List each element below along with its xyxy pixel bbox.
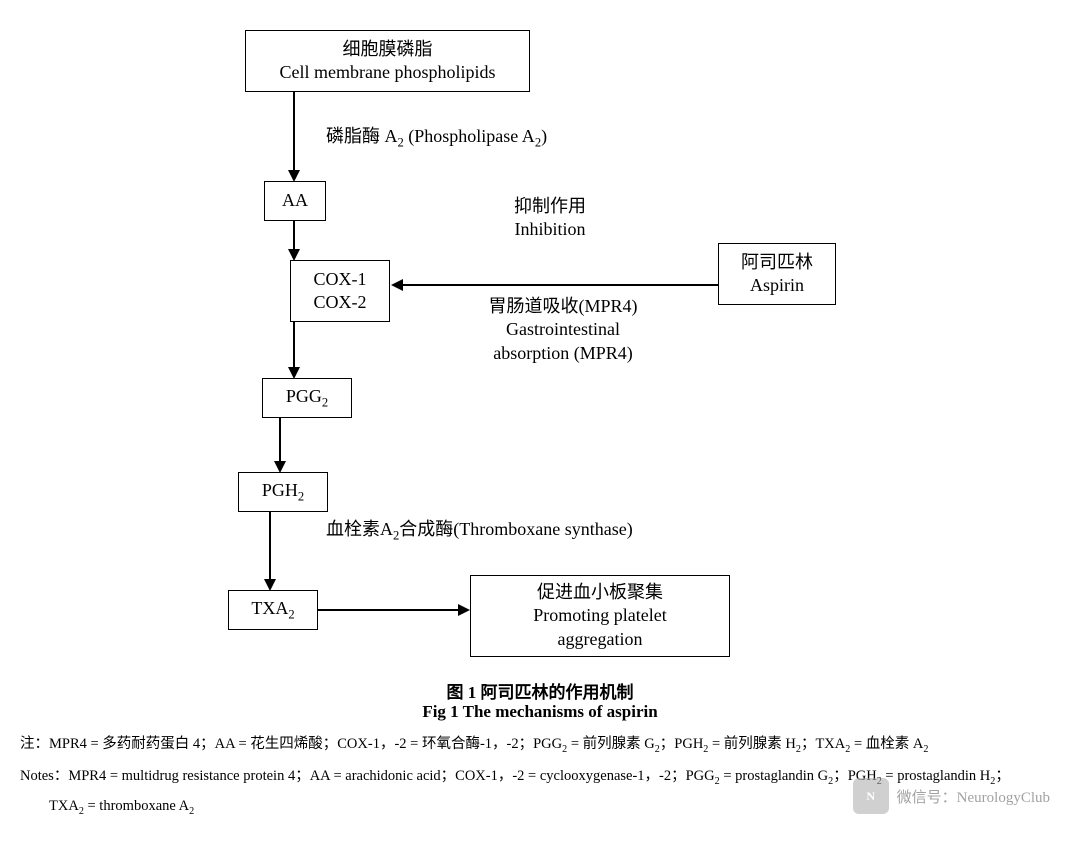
- arrow: [318, 609, 458, 611]
- wechat-icon: N: [853, 778, 889, 814]
- node-text: PGH2: [262, 479, 304, 505]
- node-aa: AA: [264, 181, 326, 221]
- node-pgh2: PGH2: [238, 472, 328, 512]
- watermark: N 微信号：NeurologyClub: [853, 778, 1050, 814]
- node-text: TXA2: [251, 597, 294, 623]
- node-text: COX-2: [314, 291, 367, 314]
- node-text: Cell membrane phospholipids: [280, 61, 496, 84]
- node-text: 促进血小板聚集: [537, 581, 663, 604]
- edge-label-absorption: 胃肠道吸收(MPR4) Gastrointestinal absorption …: [413, 295, 713, 365]
- edge-label-phospholipase: 磷脂酶 A2 (Phospholipase A2): [326, 125, 547, 151]
- arrow-head: [391, 279, 403, 291]
- node-aspirin: 阿司匹林 Aspirin: [718, 243, 836, 305]
- node-text: 细胞膜磷脂: [343, 38, 433, 61]
- arrow: [293, 221, 295, 251]
- arrow-head: [264, 579, 276, 591]
- node-text: Aspirin: [750, 274, 804, 297]
- watermark-text: 微信号：NeurologyClub: [897, 786, 1050, 807]
- arrow-head: [288, 367, 300, 379]
- node-cox: COX-1 COX-2: [290, 260, 390, 322]
- node-text: Promoting platelet: [533, 604, 666, 627]
- node-pgg2: PGG2: [262, 378, 352, 418]
- arrow-head: [288, 249, 300, 261]
- node-text: aggregation: [558, 628, 643, 651]
- arrow-head: [458, 604, 470, 616]
- node-text: PGG2: [286, 385, 328, 411]
- edge-label-inhibition: 抑制作用 Inhibition: [460, 195, 640, 242]
- node-txa2: TXA2: [228, 590, 318, 630]
- arrow-head: [288, 170, 300, 182]
- node-text: 阿司匹林: [741, 251, 813, 274]
- arrow: [269, 512, 271, 581]
- arrow: [402, 284, 718, 286]
- arrow: [293, 92, 295, 172]
- node-platelet: 促进血小板聚集 Promoting platelet aggregation: [470, 575, 730, 657]
- node-phospholipids: 细胞膜磷脂 Cell membrane phospholipids: [245, 30, 530, 92]
- arrow: [279, 418, 281, 463]
- figure-caption-zh: 图 1 阿司匹林的作用机制: [0, 678, 1080, 703]
- notes-zh: 注：MPR4 = 多药耐药蛋白 4；AA = 花生四烯酸；COX-1，-2 = …: [20, 730, 1060, 760]
- figure-caption-en: Fig 1 The mechanisms of aspirin: [0, 702, 1080, 722]
- node-text: COX-1: [314, 268, 367, 291]
- arrow: [293, 322, 295, 369]
- edge-label-synthase: 血栓素A2合成酶(Thromboxane synthase): [326, 518, 633, 544]
- node-text: AA: [282, 189, 308, 212]
- arrow-head: [274, 461, 286, 473]
